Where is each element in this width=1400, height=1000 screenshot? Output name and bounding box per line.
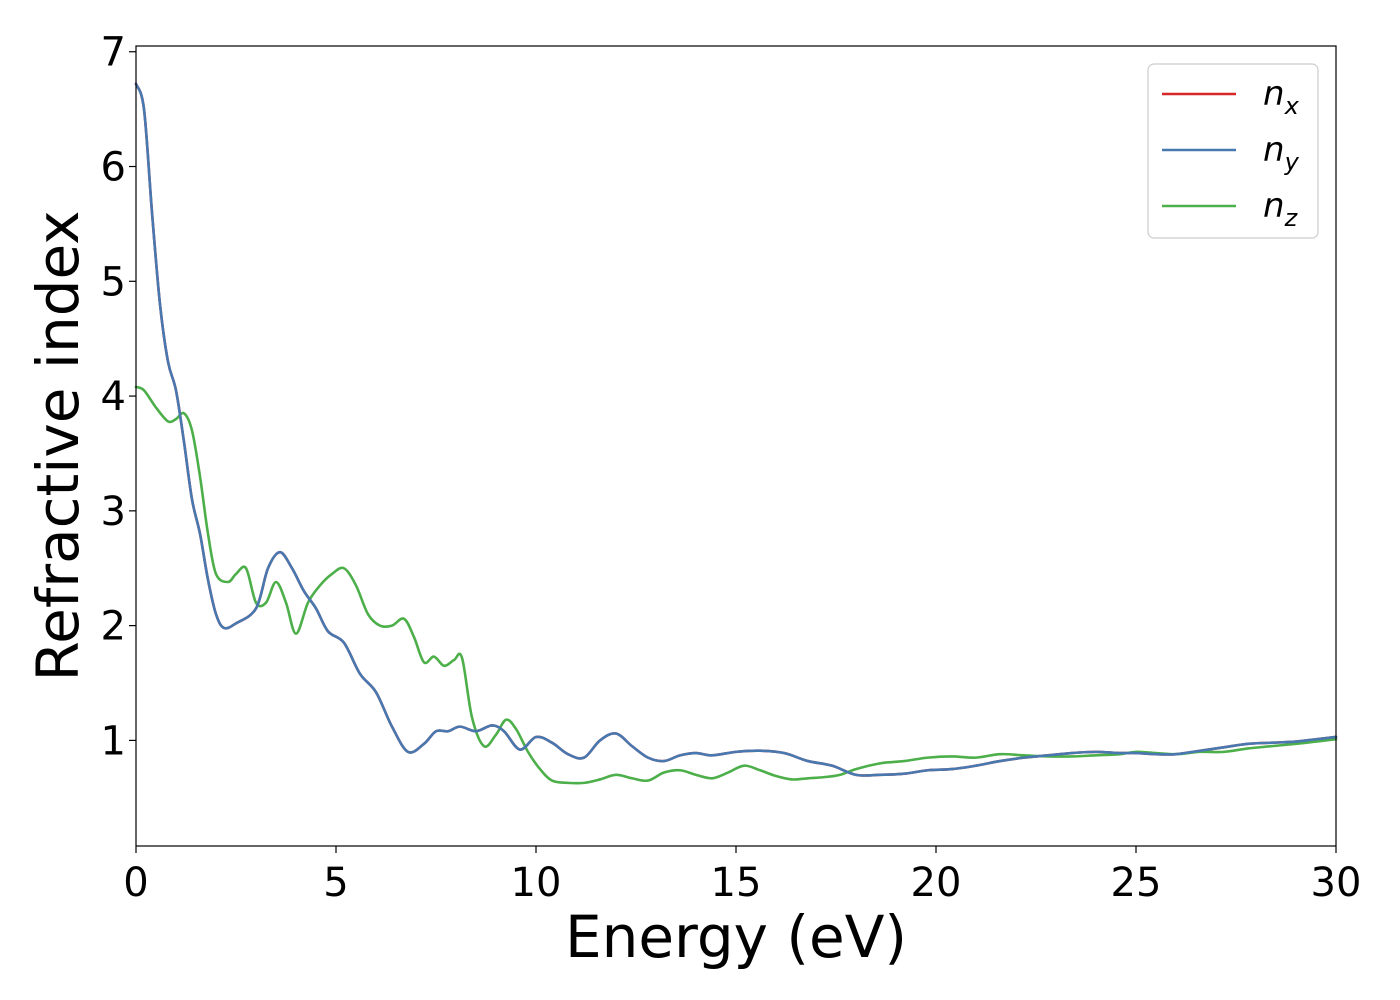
y-tick-label: 2 (101, 604, 126, 650)
legend: nx ny nz (1147, 63, 1319, 239)
y-tick-label: 1 (101, 718, 126, 764)
y-tick-label: 4 (101, 374, 126, 420)
legend-label-ny: ny (1263, 130, 1300, 176)
y-tick-label: 5 (101, 259, 126, 305)
x-tick-label: 30 (1311, 860, 1362, 906)
legend-label-nz: nz (1263, 186, 1299, 232)
x-tick-label: 5 (323, 860, 348, 906)
series-layer (134, 82, 1338, 785)
x-tick-label: 0 (123, 860, 148, 906)
series-line-ny (134, 82, 1338, 777)
x-tick-label: 15 (711, 860, 762, 906)
y-tick-label: 7 (101, 30, 126, 76)
series-line-nz (134, 385, 1338, 785)
x-tick-label: 25 (1111, 860, 1162, 906)
x-tick-label: 10 (511, 860, 562, 906)
y-tick-label: 6 (101, 145, 126, 191)
legend-items: nx ny nz (1162, 74, 1300, 232)
y-axis: 1 2 3 4 5 6 7 (101, 30, 136, 764)
x-tick-label: 20 (911, 860, 962, 906)
x-axis: 0 5 10 15 20 25 30 (123, 846, 1361, 906)
x-axis-title: Energy (eV) (565, 903, 907, 971)
y-tick-label: 3 (101, 489, 126, 535)
y-axis-title: Refractive index (24, 210, 92, 681)
legend-label-nx: nx (1263, 74, 1300, 120)
